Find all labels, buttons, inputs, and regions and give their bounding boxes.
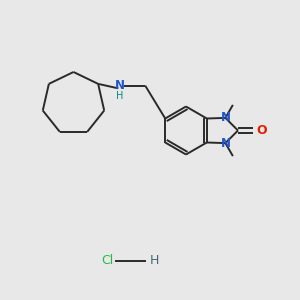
Text: N: N	[220, 111, 230, 124]
Text: H: H	[150, 254, 159, 268]
Text: O: O	[256, 124, 267, 137]
Text: N: N	[220, 136, 230, 150]
Text: H: H	[116, 91, 123, 101]
Text: Cl: Cl	[102, 254, 114, 268]
Text: N: N	[115, 79, 125, 92]
